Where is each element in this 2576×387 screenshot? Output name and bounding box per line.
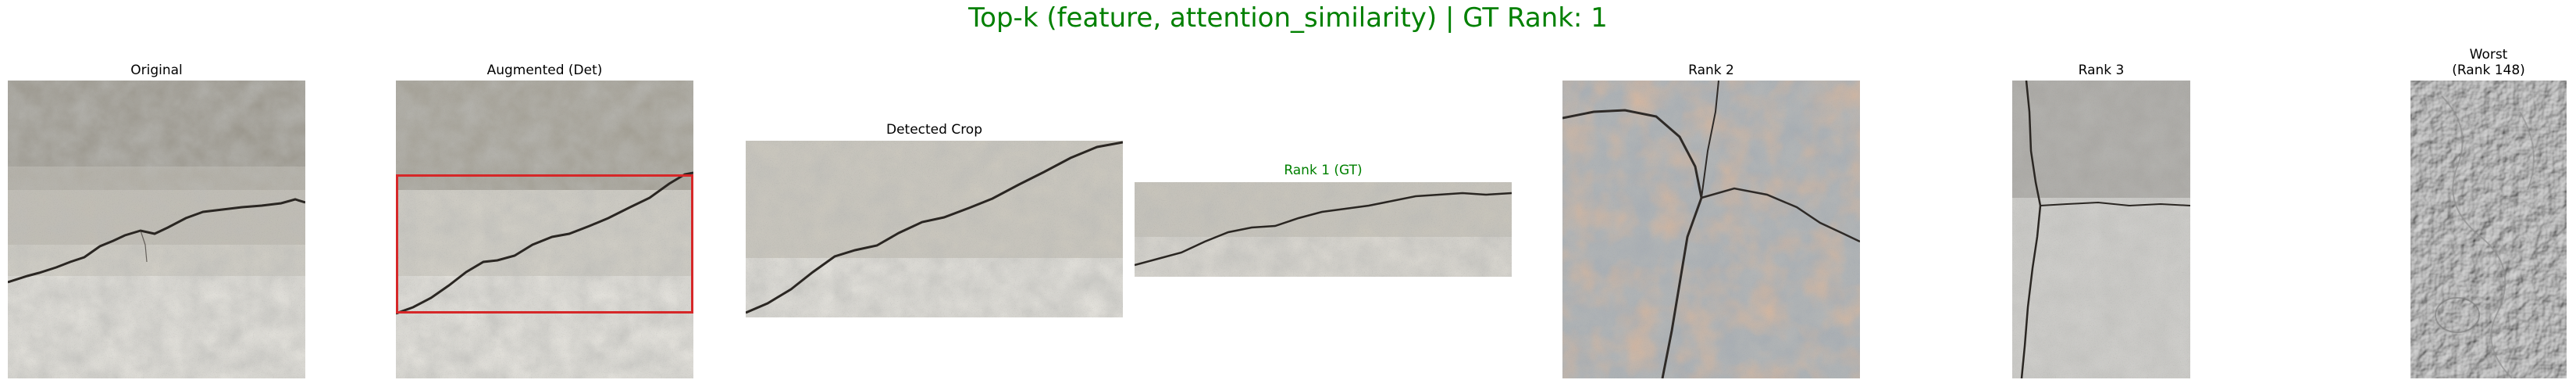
figure-title: Top-k (feature, attention_similarity) | …: [968, 2, 1608, 34]
rank2-panel-title: Rank 2: [1688, 63, 1734, 78]
crop-panel-title: Detected Crop: [885, 122, 983, 138]
rank3-image: [2012, 81, 2190, 378]
augmented-image: [396, 81, 693, 378]
original-panel-title: Original: [130, 63, 183, 78]
detection-box: [396, 174, 693, 314]
rank2-image: [1562, 81, 1860, 378]
original-image: [8, 81, 305, 378]
rank1-panel-title: Rank 1 (GT): [1284, 163, 1363, 178]
worst-panel-title: Worst (Rank 148): [2452, 47, 2525, 78]
augmented-panel-title: Augmented (Det): [486, 63, 603, 78]
rank1-image: [1135, 182, 1512, 277]
worst-image: [2410, 81, 2567, 378]
detected-crop-image: [746, 141, 1123, 317]
rank3-panel-title: Rank 3: [2078, 63, 2125, 78]
